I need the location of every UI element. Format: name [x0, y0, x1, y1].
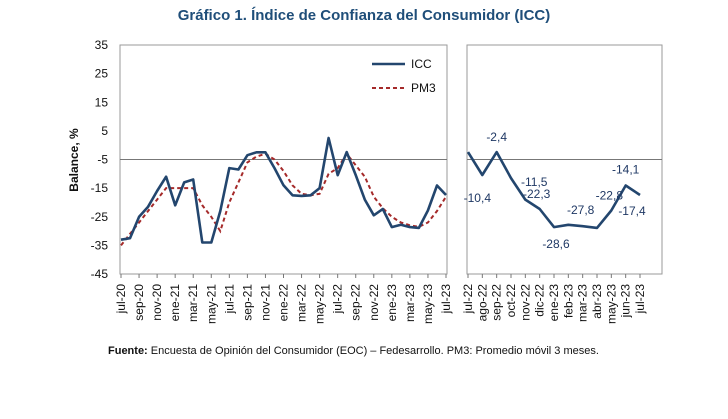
- x-tick-label: sep-20: [132, 284, 146, 321]
- y-tick-label: 35: [95, 38, 109, 52]
- x-tick-label: may-23: [421, 284, 435, 324]
- y-tick-label: 15: [95, 95, 109, 109]
- x-tick-label: oct-22: [504, 284, 518, 318]
- x-tick-label: may-23: [604, 284, 618, 324]
- x-tick-label: mar-21: [186, 284, 200, 322]
- y-tick-label: 5: [101, 124, 108, 138]
- series-line-pm3: [120, 152, 447, 247]
- x-tick-label: ene-21: [168, 284, 182, 322]
- x-tick-label: mar-23: [403, 284, 417, 322]
- x-tick-label: sep-22: [349, 284, 363, 321]
- y-tick-label: -45: [91, 267, 109, 281]
- data-label: -22,8: [596, 188, 624, 202]
- x-tick-label: ene-22: [277, 284, 291, 322]
- x-tick-label: ene-23: [385, 284, 399, 322]
- data-label: -27,8: [567, 203, 595, 217]
- x-tick-label: nov-22: [518, 284, 532, 321]
- x-tick-label: nov-21: [258, 284, 272, 321]
- data-label: -17,4: [618, 204, 646, 218]
- y-axis: 35 25 15 5 -5 -15 -25 -35 -45 Balance, %: [67, 38, 108, 281]
- data-label: -28,6: [542, 237, 570, 251]
- chart-title: Gráfico 1. Índice de Confianza del Consu…: [177, 7, 551, 24]
- y-tick-label: -5: [97, 153, 108, 167]
- x-tick-label: mar-22: [295, 284, 309, 322]
- y-tick-label: 25: [95, 67, 109, 81]
- x-tick-label: jul-22: [331, 284, 345, 315]
- data-label: -10,4: [464, 191, 492, 205]
- legend-label-icc: ICC: [411, 57, 432, 71]
- data-label: -14,1: [612, 163, 640, 177]
- series-line-icc: [466, 150, 641, 230]
- source-text: Encuesta de Opinión del Consumidor (EOC)…: [150, 345, 599, 357]
- x-tick-label: jul-22: [461, 284, 475, 315]
- x-tick-label: ene-23: [547, 284, 561, 322]
- x-tick-label: ago-22: [475, 284, 489, 322]
- main-panel: jul-20 sep-20 nov-20 ene-21 mar-21 may-21 jul-…: [114, 44, 453, 324]
- x-tick-label: may-21: [204, 284, 218, 324]
- x-tick-label: jul-23: [439, 284, 453, 315]
- data-label: -22,3: [523, 187, 551, 201]
- legend: ICC PM3: [372, 57, 436, 95]
- x-tick-label: sep-21: [240, 284, 254, 321]
- detail-panel: jul-22 ago-22 sep-22 oct-22 nov-22 dic-22 ene-…: [461, 44, 663, 324]
- source-note: Fuente: Encuesta de Opinión del Consumid…: [108, 345, 599, 357]
- x-tick-label: nov-22: [367, 284, 381, 321]
- x-tick-label: may-22: [313, 284, 327, 324]
- x-tick-label: nov-20: [150, 284, 164, 321]
- x-tick-label: jul-20: [114, 284, 128, 315]
- y-tick-label: -35: [91, 238, 109, 252]
- data-label: -11,5: [521, 175, 548, 189]
- x-tick-label: dic-22: [533, 284, 547, 317]
- y-tick-label: -25: [91, 210, 109, 224]
- x-tick-label: jun-23: [619, 284, 633, 319]
- x-tick-label: sep-22: [490, 284, 504, 321]
- x-tick-label: feb-23: [561, 284, 575, 318]
- x-tick-label: jul-21: [222, 284, 236, 315]
- source-prefix: Fuente:: [108, 345, 148, 357]
- legend-label-pm3: PM3: [411, 81, 436, 95]
- x-tick-label: mar-23: [576, 284, 590, 322]
- series-line-icc: [120, 136, 447, 244]
- y-axis-title: Balance, %: [67, 128, 81, 192]
- x-tick-label: jul-23: [633, 284, 647, 315]
- data-label: -2,4: [486, 130, 507, 144]
- x-tick-label: abr-23: [590, 284, 604, 319]
- y-tick-label: -15: [91, 181, 109, 195]
